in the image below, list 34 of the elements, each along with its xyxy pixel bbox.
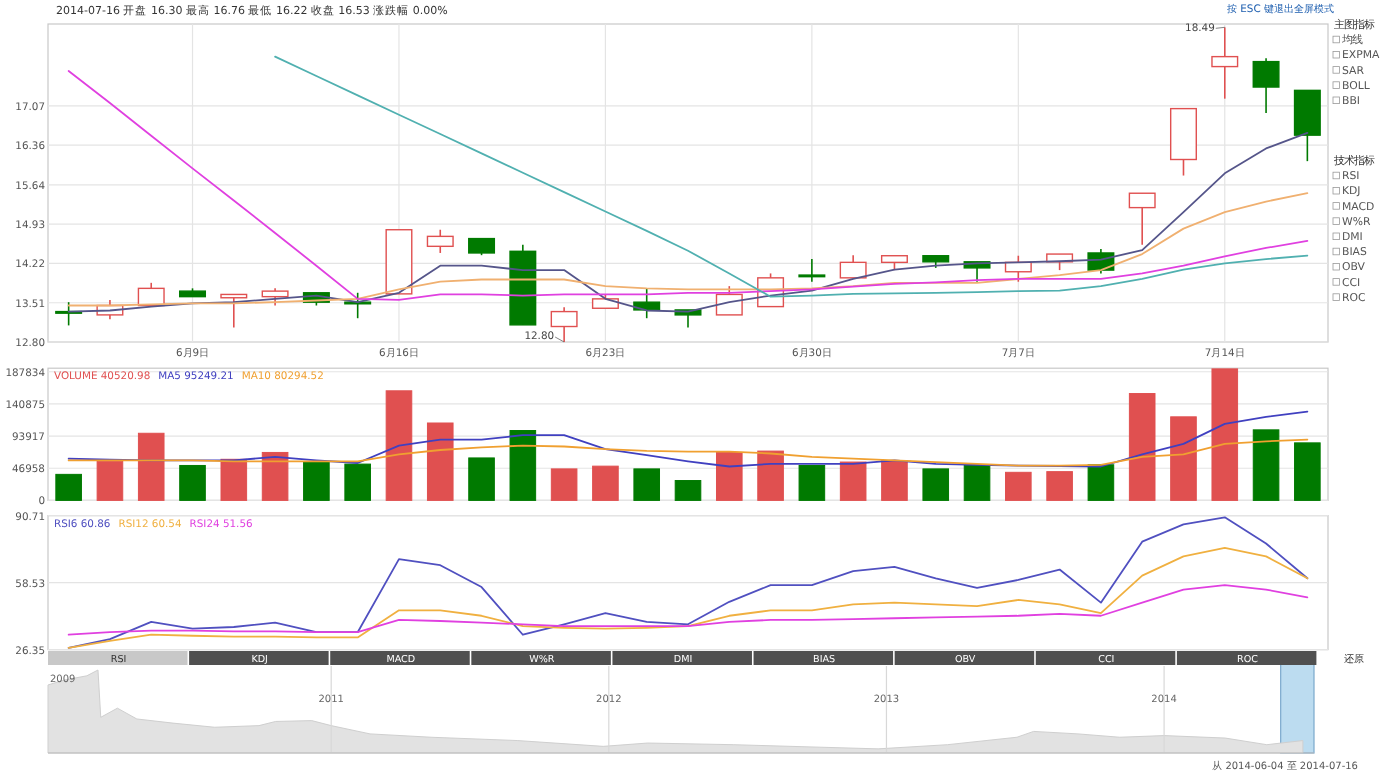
bar bbox=[633, 468, 661, 501]
bar bbox=[1294, 442, 1321, 501]
bar bbox=[96, 460, 124, 501]
bar bbox=[550, 468, 578, 501]
bar bbox=[1128, 393, 1156, 501]
bar bbox=[1046, 471, 1073, 501]
bar bbox=[1252, 429, 1280, 501]
bar bbox=[303, 461, 330, 501]
bar bbox=[179, 464, 206, 501]
bar bbox=[1211, 368, 1239, 501]
bar bbox=[674, 480, 702, 501]
bar bbox=[715, 451, 743, 501]
bar bbox=[1005, 471, 1032, 501]
bar bbox=[220, 458, 248, 501]
bar bbox=[922, 468, 950, 501]
bar bbox=[468, 457, 495, 501]
line-series bbox=[67, 438, 1309, 467]
line-series bbox=[67, 584, 1309, 636]
bar bbox=[509, 430, 537, 501]
bar bbox=[757, 450, 784, 501]
bar bbox=[385, 390, 413, 501]
bar bbox=[839, 461, 867, 501]
bar bbox=[1087, 464, 1115, 501]
bar bbox=[1170, 416, 1197, 501]
bar bbox=[798, 464, 826, 501]
bar bbox=[592, 465, 619, 501]
bar bbox=[426, 422, 454, 501]
bar bbox=[344, 463, 371, 501]
bar bbox=[137, 432, 165, 501]
bar bbox=[881, 460, 908, 501]
bar bbox=[963, 464, 991, 501]
line-series bbox=[67, 547, 1309, 649]
bar bbox=[261, 451, 289, 501]
bar bbox=[55, 473, 82, 501]
